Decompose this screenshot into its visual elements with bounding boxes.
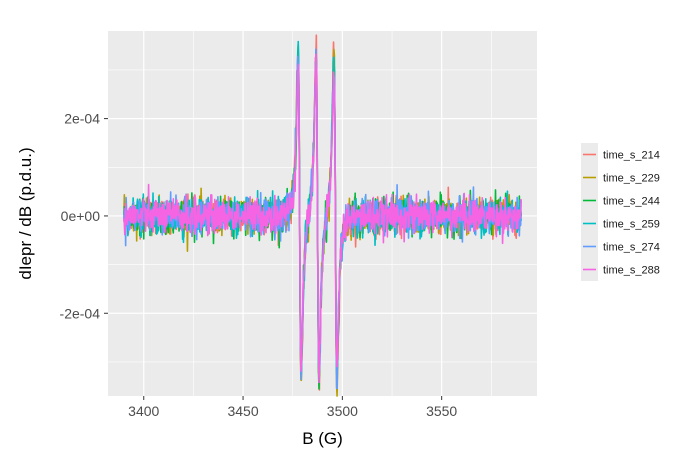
x-tick-label: 3400 (128, 403, 159, 419)
series-lines (123, 34, 522, 397)
y-tick-labels: -2e-04 0e+00 2e-04 (60, 111, 101, 322)
series-line-time_s_288 (123, 53, 522, 384)
y-axis-title: dIepr / dB (p.d.u.) (16, 147, 35, 279)
legend-label: time_s_214 (603, 150, 660, 162)
axis-ticks (104, 118, 443, 400)
x-tick-label: 3500 (327, 403, 358, 419)
legend-label: time_s_244 (603, 196, 660, 208)
x-tick-labels: 3400 3450 3500 3550 (128, 403, 457, 419)
legend-label: time_s_259 (603, 219, 660, 231)
y-tick-label: 2e-04 (64, 111, 100, 127)
legend: time_s_214 time_s_229 time_s_244 time_s_259… (581, 143, 660, 281)
legend-label: time_s_274 (603, 242, 660, 254)
legend-label: time_s_229 (603, 173, 660, 185)
legend-label: time_s_288 (603, 265, 660, 277)
x-axis-title: B (G) (302, 429, 343, 448)
legend-background (581, 143, 598, 281)
x-tick-label: 3450 (227, 403, 258, 419)
y-tick-label: -2e-04 (60, 305, 101, 321)
y-tick-label: 0e+00 (61, 208, 101, 224)
x-tick-label: 3550 (426, 403, 457, 419)
